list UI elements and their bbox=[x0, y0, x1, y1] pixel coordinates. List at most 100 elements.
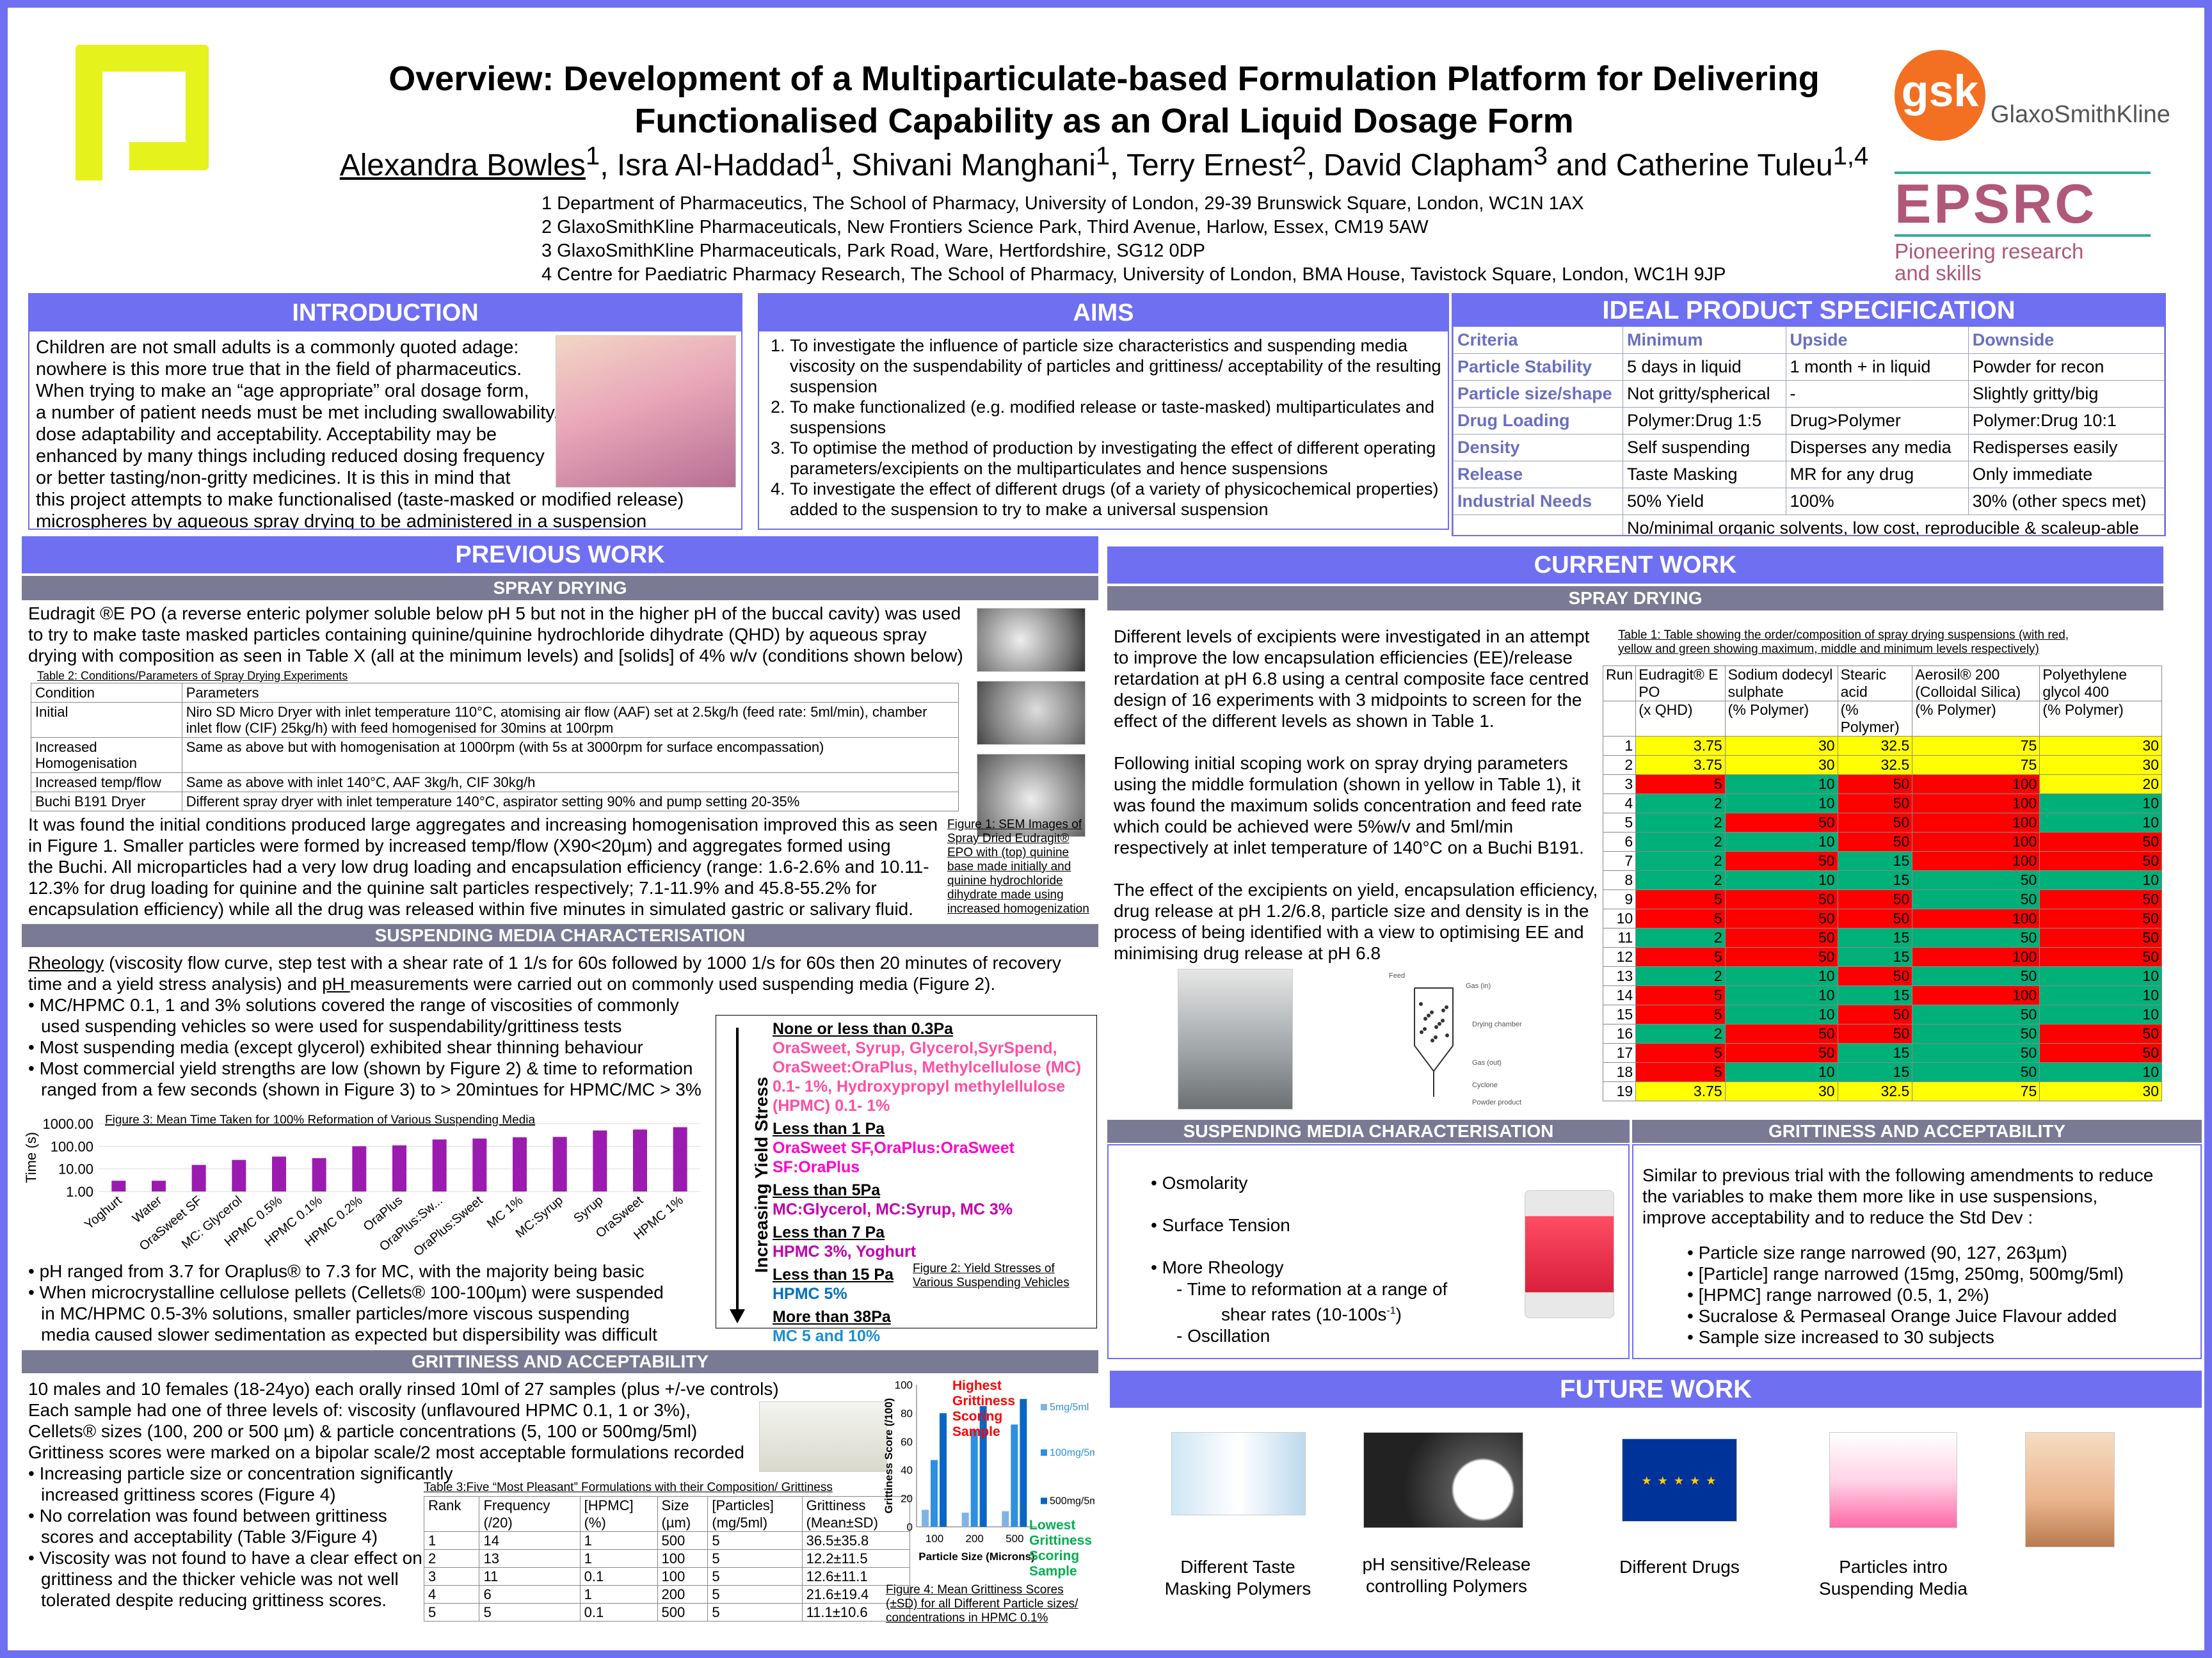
buchi-dryer-photo bbox=[1178, 969, 1293, 1110]
table1-cell: 15 bbox=[1837, 1062, 1913, 1082]
grit-bullet-line: scores and acceptability (Table 3/Figure… bbox=[41, 1527, 378, 1547]
table1-cell: 15 bbox=[1837, 928, 1913, 948]
figure4-ytick: 60 bbox=[901, 1436, 913, 1448]
table1-header-cell: Stearic acid bbox=[1837, 666, 1913, 701]
curr-spray-line: retardation at pH 6.8 using a central co… bbox=[1114, 669, 1589, 689]
figure3-ytick: 100.00 bbox=[51, 1138, 93, 1154]
eu-flag-photo: ★ ★ ★ ★ ★ bbox=[1622, 1439, 1737, 1522]
table1-cell: 17 bbox=[1602, 1043, 1637, 1063]
spec-row: Density Self suspending Disperses any medi… bbox=[1453, 434, 2165, 461]
introduction-panel: INTRODUCTION Children are not small adul… bbox=[28, 293, 742, 530]
table3-cell: 11.1±10.6 bbox=[801, 1603, 911, 1622]
table1-cell: 2 bbox=[1635, 832, 1726, 852]
table1-row: 8 2 10 15 50 10 bbox=[1602, 870, 2162, 890]
table1-cell: 16 bbox=[1602, 1024, 1637, 1044]
figure1-caption: Figure 1: SEM Images of Spray Dried Eudr… bbox=[947, 818, 1089, 916]
table3-header-cell: (/20) bbox=[479, 1514, 581, 1532]
figure4-legend-label: 500mg/5ml bbox=[1050, 1495, 1094, 1506]
table3-cell: 21.6±19.4 bbox=[801, 1585, 911, 1604]
table1-cell: 50 bbox=[1912, 1024, 2040, 1044]
table3-cell: 36.5±35.8 bbox=[801, 1531, 911, 1550]
author-affiliation-sup: 1 bbox=[585, 142, 600, 170]
table3-row: 2 13 1 100 5 12.2±11.5 bbox=[423, 1549, 911, 1568]
yield-arrow bbox=[736, 1028, 739, 1316]
curr-grit-line: improve acceptability and to reduce the … bbox=[1642, 1208, 2033, 1227]
table1-row: 9 5 50 50 50 50 bbox=[1602, 889, 2162, 909]
spec-row: Particle size/shape Not gritty/spherical -… bbox=[1453, 380, 2165, 408]
table1-cell: 10 bbox=[1724, 966, 1838, 986]
table1-row: 2 3.75 30 32.5 75 30 bbox=[1602, 755, 2162, 775]
dryer-chamber bbox=[1415, 987, 1454, 1097]
table1-cell: 5 bbox=[1635, 1043, 1726, 1063]
suspension-spoon-photo bbox=[1829, 1432, 1957, 1528]
table1-cell: 15 bbox=[1837, 947, 1913, 967]
yield-group-media: MC:Glycerol, MC:Syrup, MC 3% bbox=[773, 1200, 1013, 1218]
author-name: Catherine Tuleu bbox=[1615, 148, 1833, 182]
affiliations: 1 Department of Pharmaceutics, The Schoo… bbox=[541, 193, 1726, 285]
table1-row: 5 2 50 50 100 10 bbox=[1602, 813, 2162, 833]
dryer-droplet bbox=[1423, 1017, 1427, 1021]
table1-cell: 3.75 bbox=[1635, 736, 1726, 756]
figure4-ytick: 100 bbox=[895, 1379, 913, 1391]
grit-bullet-line: • Viscosity was not found to have a clea… bbox=[28, 1548, 422, 1568]
spec-cell: 30% (other specs met) bbox=[1968, 488, 2165, 515]
author-name: David Clapham bbox=[1323, 148, 1534, 182]
table1-cell: 50 bbox=[1724, 889, 1838, 909]
curr-grit-bullet: • [Particle] range narrowed (15mg, 250mg… bbox=[1687, 1264, 2124, 1284]
table1-cell: 50 bbox=[2039, 851, 2162, 871]
figure4-ytick: 80 bbox=[901, 1407, 913, 1419]
table1-row: 15 5 10 50 50 10 bbox=[1602, 1005, 2162, 1024]
previous-work-heading: PREVIOUS WORK bbox=[22, 536, 1098, 573]
table3-cell: 1 bbox=[423, 1531, 480, 1550]
table2-row: Initial Niro SD Micro Dryer with inlet te… bbox=[31, 702, 959, 738]
author-affiliation-sup: 3 bbox=[1533, 142, 1548, 170]
curr-susp-subitem: - Oscillation bbox=[1176, 1326, 1270, 1346]
future-item-2: pH sensitive/Release controlling Polymers bbox=[1362, 1554, 1531, 1596]
table1-cell: 20 bbox=[2039, 774, 2162, 794]
sem-image-middle bbox=[977, 681, 1086, 745]
figure4-ytick: 20 bbox=[901, 1493, 913, 1505]
spray-runs-table: Run Eudragit® E PO Sodium dodecyl sulphate… bbox=[1602, 666, 2162, 1101]
table1-cell: 50 bbox=[1912, 870, 2040, 890]
spec-header-row: Criteria Minimum Upside Downside bbox=[1453, 326, 2165, 354]
table1-caption: Table 1: Table showing the order/composi… bbox=[1618, 628, 2069, 656]
dryer-droplet bbox=[1430, 1010, 1434, 1014]
table1-header-cell: Run bbox=[1602, 666, 1637, 701]
table1-cell: 32.5 bbox=[1837, 736, 1913, 756]
curr-spray-line: minimising drug release at pH 6.8 bbox=[1114, 943, 1381, 963]
yield-group-heading: Less than 5Pa bbox=[773, 1181, 881, 1199]
table3-cell: 12.6±11.1 bbox=[801, 1567, 911, 1586]
figure3-bar bbox=[352, 1146, 367, 1192]
table2-header-row: Condition Parameters bbox=[31, 683, 959, 703]
aims-panel: AIMS To investigate the influence of par… bbox=[758, 293, 1449, 530]
figure3-bar bbox=[513, 1137, 527, 1192]
table3-header-cell: (µm) bbox=[657, 1514, 709, 1532]
spec-cell: MR for any drug bbox=[1785, 461, 1969, 488]
sem-image-top bbox=[977, 608, 1086, 672]
figure3-bar bbox=[552, 1136, 567, 1192]
intro-line: When trying to make an “age appropriate”… bbox=[36, 381, 529, 401]
aim-item: To optimise the method of production by … bbox=[790, 438, 1441, 479]
prev-grit-heading: GRITTINESS AND ACCEPTABILITY bbox=[22, 1350, 1098, 1373]
figure4-ylabel: Grittiness Score (/100) bbox=[883, 1398, 895, 1513]
current-work-heading: CURRENT WORK bbox=[1107, 546, 2163, 584]
table1-row: 11 2 50 15 50 50 bbox=[1602, 928, 2162, 948]
gsk-logo: gsk GlaxoSmithKline bbox=[1895, 50, 2176, 141]
epsrc-logo: EPSRC Pioneering research and skills bbox=[1895, 168, 2151, 284]
curr-grit-text: Similar to previous trial with the follo… bbox=[1633, 1145, 2200, 1348]
curr-susp-list: • Osmolarity • Surface Tension • More Rheo… bbox=[1109, 1145, 1628, 1347]
spec-cell: Powder for recon bbox=[1968, 353, 2165, 381]
yield-group-media: HPMC 3%, Yoghurt bbox=[773, 1243, 917, 1261]
table1-cell: 50 bbox=[1837, 889, 1913, 909]
yield-axis-label: Increasing Yield Stress bbox=[751, 1076, 771, 1273]
sample-jars-photo bbox=[759, 1401, 887, 1472]
figure3-bar bbox=[673, 1127, 687, 1192]
poster-title: Overview: Development of a Multiparticul… bbox=[389, 60, 1820, 140]
table3-caption: Table 3:Five “Most Pleasant” Formulation… bbox=[424, 1481, 833, 1494]
table1-cell: 1 bbox=[1602, 736, 1637, 756]
table1-cell: 50 bbox=[1837, 832, 1913, 852]
table1-row: 10 5 50 50 100 50 bbox=[1602, 909, 2162, 929]
table1-cell: 15 bbox=[1837, 985, 1913, 1005]
spec-row: Industrial Needs 50% Yield 100% 30% (other … bbox=[1453, 488, 2165, 515]
table1-units-row: (x QHD) (% Polymer) (% Polymer) (% Polymer)… bbox=[1602, 701, 2162, 737]
